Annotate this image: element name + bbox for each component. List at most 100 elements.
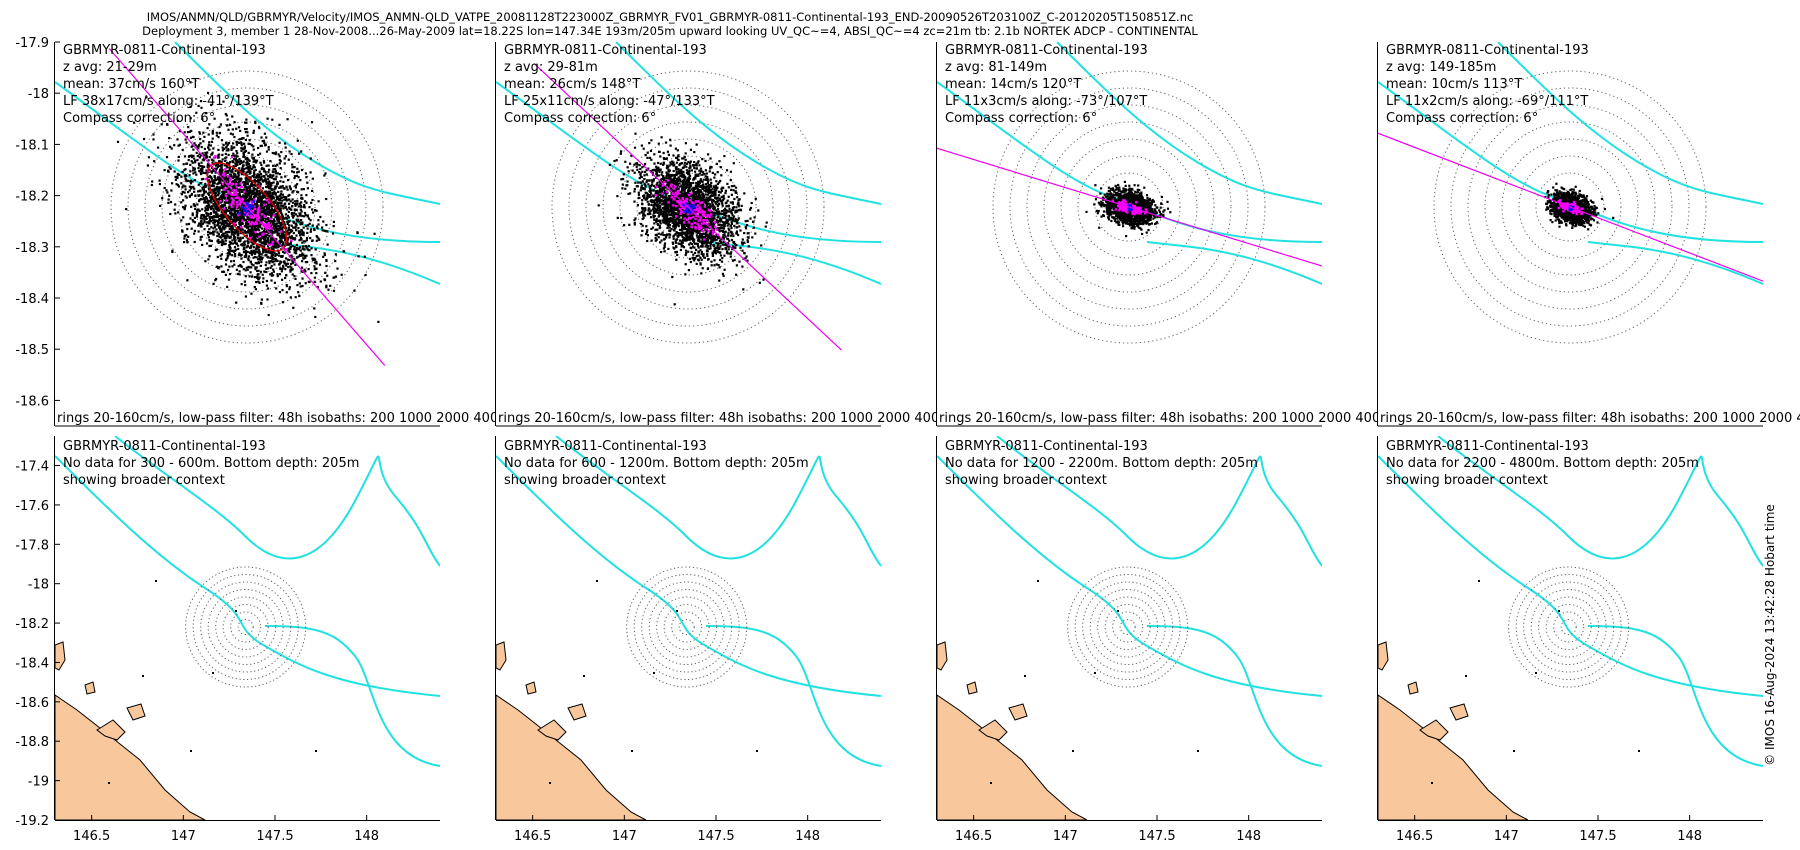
velocity-sample	[241, 181, 245, 184]
velocity-sample	[271, 251, 274, 255]
velocity-sample	[250, 266, 253, 269]
velocity-sample	[323, 278, 326, 281]
velocity-sample	[217, 241, 220, 244]
lowpass-sample	[239, 200, 242, 204]
velocity-sample	[303, 268, 306, 271]
velocity-sample	[326, 274, 329, 277]
velocity-sample	[257, 269, 260, 272]
velocity-sample	[184, 138, 187, 141]
velocity-sample	[281, 267, 284, 270]
velocity-sample	[258, 255, 261, 258]
velocity-sample	[644, 162, 647, 166]
velocity-sample	[306, 231, 309, 234]
velocity-sample	[231, 161, 234, 164]
velocity-sample	[208, 220, 211, 223]
velocity-sample	[325, 284, 328, 287]
velocity-sample	[292, 226, 295, 229]
velocity-sample	[657, 200, 660, 203]
velocity-sample	[281, 250, 285, 253]
velocity-sample	[265, 221, 268, 224]
velocity-sample	[278, 207, 281, 210]
velocity-sample	[626, 180, 629, 183]
velocity-sample	[270, 279, 273, 282]
velocity-sample	[713, 223, 716, 226]
velocity-sample	[143, 137, 146, 141]
velocity-sample	[262, 160, 265, 163]
velocity-sample	[683, 188, 686, 191]
velocity-sample	[652, 216, 655, 219]
velocity-sample	[700, 258, 703, 261]
velocity-sample	[270, 187, 273, 191]
velocity-sample	[260, 172, 263, 175]
velocity-sample	[229, 132, 232, 135]
velocity-sample	[230, 209, 233, 212]
velocity-sample	[254, 266, 257, 269]
velocity-sample	[220, 172, 223, 175]
velocity-sample	[219, 227, 222, 230]
velocity-sample	[689, 160, 692, 163]
velocity-sample	[637, 193, 640, 196]
velocity-sample	[243, 225, 246, 228]
velocity-sample	[245, 223, 248, 226]
velocity-sample	[688, 243, 691, 246]
lowpass-sample	[246, 213, 249, 217]
velocity-sample	[236, 176, 239, 179]
velocity-sample	[653, 222, 656, 225]
velocity-sample	[247, 194, 250, 197]
velocity-sample	[218, 241, 221, 244]
velocity-sample	[242, 160, 245, 163]
velocity-sample	[323, 229, 326, 232]
velocity-sample	[261, 273, 264, 276]
velocity-sample	[244, 157, 247, 161]
velocity-sample	[297, 291, 300, 294]
velocity-sample	[224, 226, 227, 229]
velocity-sample	[707, 196, 710, 199]
velocity-sample	[216, 194, 219, 197]
velocity-sample	[259, 208, 262, 211]
velocity-sample	[634, 181, 637, 184]
velocity-sample	[268, 213, 271, 216]
velocity-sample	[167, 170, 170, 173]
velocity-sample	[247, 169, 250, 172]
velocity-sample	[224, 212, 227, 216]
velocity-sample	[262, 237, 266, 240]
velocity-sample	[193, 221, 196, 224]
velocity-sample	[230, 249, 233, 253]
velocity-sample	[646, 156, 649, 159]
velocity-sample	[226, 201, 229, 204]
mean-sample	[246, 203, 249, 206]
velocity-sample	[287, 243, 290, 246]
velocity-sample	[225, 258, 228, 261]
velocity-sample	[250, 227, 253, 230]
velocity-sample	[325, 264, 328, 268]
velocity-sample	[233, 263, 236, 266]
velocity-sample	[236, 155, 239, 158]
velocity-sample	[249, 197, 252, 200]
velocity-sample	[695, 164, 698, 167]
velocity-sample	[269, 182, 272, 185]
velocity-sample	[269, 239, 272, 243]
velocity-sample	[268, 199, 271, 202]
velocity-sample	[729, 234, 733, 237]
velocity-sample	[251, 175, 254, 178]
velocity-sample	[679, 171, 682, 174]
velocity-sample	[305, 201, 308, 204]
velocity-sample	[658, 226, 661, 230]
velocity-sample	[715, 202, 718, 205]
velocity-sample	[167, 201, 170, 204]
velocity-sample	[295, 224, 298, 227]
velocity-sample	[334, 253, 337, 256]
velocity-sample	[227, 176, 230, 179]
velocity-sample	[256, 190, 259, 193]
velocity-sample	[313, 265, 316, 268]
velocity-sample	[302, 188, 305, 191]
speed-ring-160	[551, 70, 825, 344]
velocity-sample	[300, 238, 303, 241]
velocity-sample	[758, 281, 761, 284]
velocity-sample	[238, 273, 241, 276]
lowpass-sample	[263, 203, 266, 206]
velocity-sample	[187, 222, 191, 226]
velocity-sample	[225, 184, 228, 187]
velocity-sample	[704, 183, 708, 186]
velocity-sample	[275, 222, 278, 225]
